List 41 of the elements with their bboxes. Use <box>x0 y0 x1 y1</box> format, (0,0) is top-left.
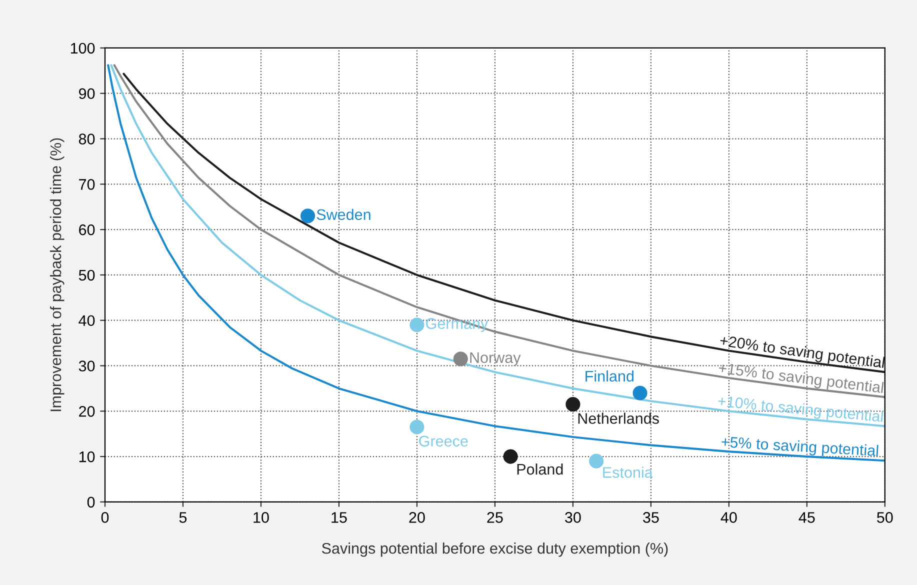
series-label: Estonia <box>603 466 653 478</box>
series-label: Poland <box>517 463 563 475</box>
y-tick-label: 0 <box>87 496 95 508</box>
point <box>453 352 468 366</box>
x-tick-label: 15 <box>332 512 347 523</box>
y-tick-label: 50 <box>78 270 95 281</box>
y-tick-label: 60 <box>79 224 95 236</box>
y-tick-label: 30 <box>78 360 95 372</box>
series-label: Netherlands <box>578 412 659 424</box>
y-tick-label: 100 <box>70 42 95 54</box>
x-tick-label: 5 <box>179 512 187 523</box>
x-axis-title: Savings potential before excise duty exemption (%) <box>322 542 668 557</box>
series-label: Finland <box>586 370 634 382</box>
point <box>566 397 580 412</box>
point <box>410 420 424 434</box>
text: +10% to saving potential <box>717 395 884 426</box>
y-tick-label: 20 <box>79 406 95 417</box>
x-tick-label: 0 <box>101 512 109 523</box>
point <box>503 449 518 464</box>
x-tick-label: 10 <box>254 512 269 523</box>
x-tick-label: 45 <box>798 512 815 523</box>
y-tick-label: 80 <box>78 134 95 144</box>
x-tick-label: 25 <box>487 512 503 523</box>
point <box>410 318 424 332</box>
y-tick-label: 90 <box>79 88 95 100</box>
y-tick-label: 10 <box>79 451 95 462</box>
point <box>632 386 648 400</box>
x-tick-label: 35 <box>643 512 659 523</box>
y-tick-label: 40 <box>78 315 95 326</box>
x-tick-label: 40 <box>720 512 737 523</box>
series-label: Norway <box>470 352 521 366</box>
series-label: Greece <box>419 436 468 447</box>
x-tick-label: 20 <box>409 512 425 523</box>
point <box>300 208 316 224</box>
series-label: Sweden <box>316 208 370 220</box>
x-tick-label: 30 <box>565 512 581 523</box>
y-axis-title: Improvement of payback period time (%) <box>50 138 64 412</box>
x-tick-label: 50 <box>877 512 893 523</box>
point <box>589 454 604 468</box>
y-tick-label: 70 <box>79 179 95 190</box>
series-label: +5% to saving potential <box>721 436 878 460</box>
